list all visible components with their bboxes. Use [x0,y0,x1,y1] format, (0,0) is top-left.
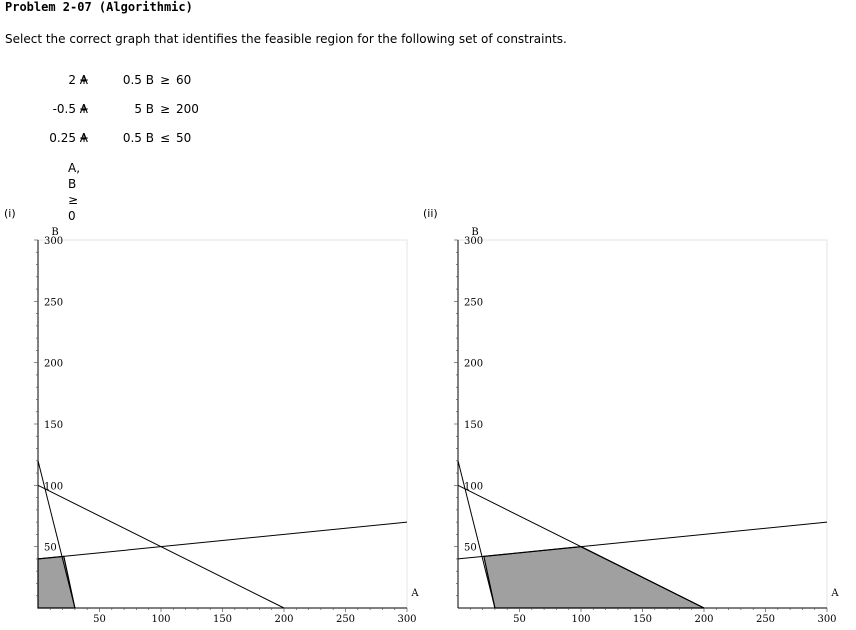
y-tick-label: 300 [464,236,483,247]
constraint-operator: + [78,73,90,87]
y-tick-label: 50 [44,543,57,554]
constraint-line [457,460,496,609]
x-tick-label: 100 [151,614,170,625]
constraint-b-term: 0.5 B [122,73,154,87]
x-tick-label: 300 [397,614,416,625]
constraint-line [457,521,828,560]
constraint-inequality: ≥ [159,73,171,87]
x-tick-label: 150 [213,614,232,625]
constraint-line [37,521,408,560]
constraint-rhs: 60 [176,73,192,87]
x-tick-label: 150 [633,614,652,625]
x-tick-label: 300 [817,614,836,625]
constraint-a-term: 2 A [68,73,88,87]
constraint-operator: + [78,102,90,116]
x-tick-label: 200 [694,614,713,625]
problem-title: Problem 2-07 (Algorithmic) [5,0,193,14]
y-tick-label: 250 [464,297,483,308]
y-tick-label: 200 [464,359,483,370]
constraint-a-term: 0.25 A [49,131,88,145]
x-tick-label: 250 [756,614,775,625]
constraint-inequality: ≤ [159,131,171,145]
x-axis-label: A [410,588,419,599]
constraint-inequality: ≥ [159,102,171,116]
graph-option-ii-label[interactable]: (ii) [423,207,438,220]
plot-frame [457,239,828,609]
constraint-operator: + [78,131,90,145]
y-tick-label: 150 [464,420,483,431]
x-tick-label: 50 [93,614,106,625]
y-tick-label: 150 [44,420,63,431]
constraint-rhs: 50 [176,131,192,145]
y-tick-label: 100 [464,481,483,492]
y-tick-label: 300 [44,236,63,247]
feasible-region [483,546,705,609]
constraint-line [37,460,76,609]
y-tick-label: 100 [44,481,63,492]
constraint-b-term: 5 B [134,102,154,116]
constraint-line [37,484,285,609]
problem-instruction: Select the correct graph that identifies… [5,32,567,46]
x-tick-label: 100 [571,614,590,625]
x-axis-label: A [830,588,839,599]
y-axis-label: B [51,227,58,238]
x-tick-label: 200 [274,614,293,625]
nonnegativity-constraint: A, B ≥ 0 [68,161,81,223]
constraint-line [457,484,705,609]
y-axis-label: B [471,227,478,238]
x-tick-label: 250 [336,614,355,625]
constraint-b-term: 0.5 B [122,131,154,145]
graph-option-i-label[interactable]: (i) [4,207,16,220]
constraint-rhs: 200 [176,102,199,116]
y-tick-label: 250 [44,297,63,308]
constraint-a-term: -0.5 A [52,102,88,116]
x-tick-label: 50 [513,614,526,625]
y-tick-label: 200 [44,359,63,370]
y-tick-label: 50 [464,543,477,554]
